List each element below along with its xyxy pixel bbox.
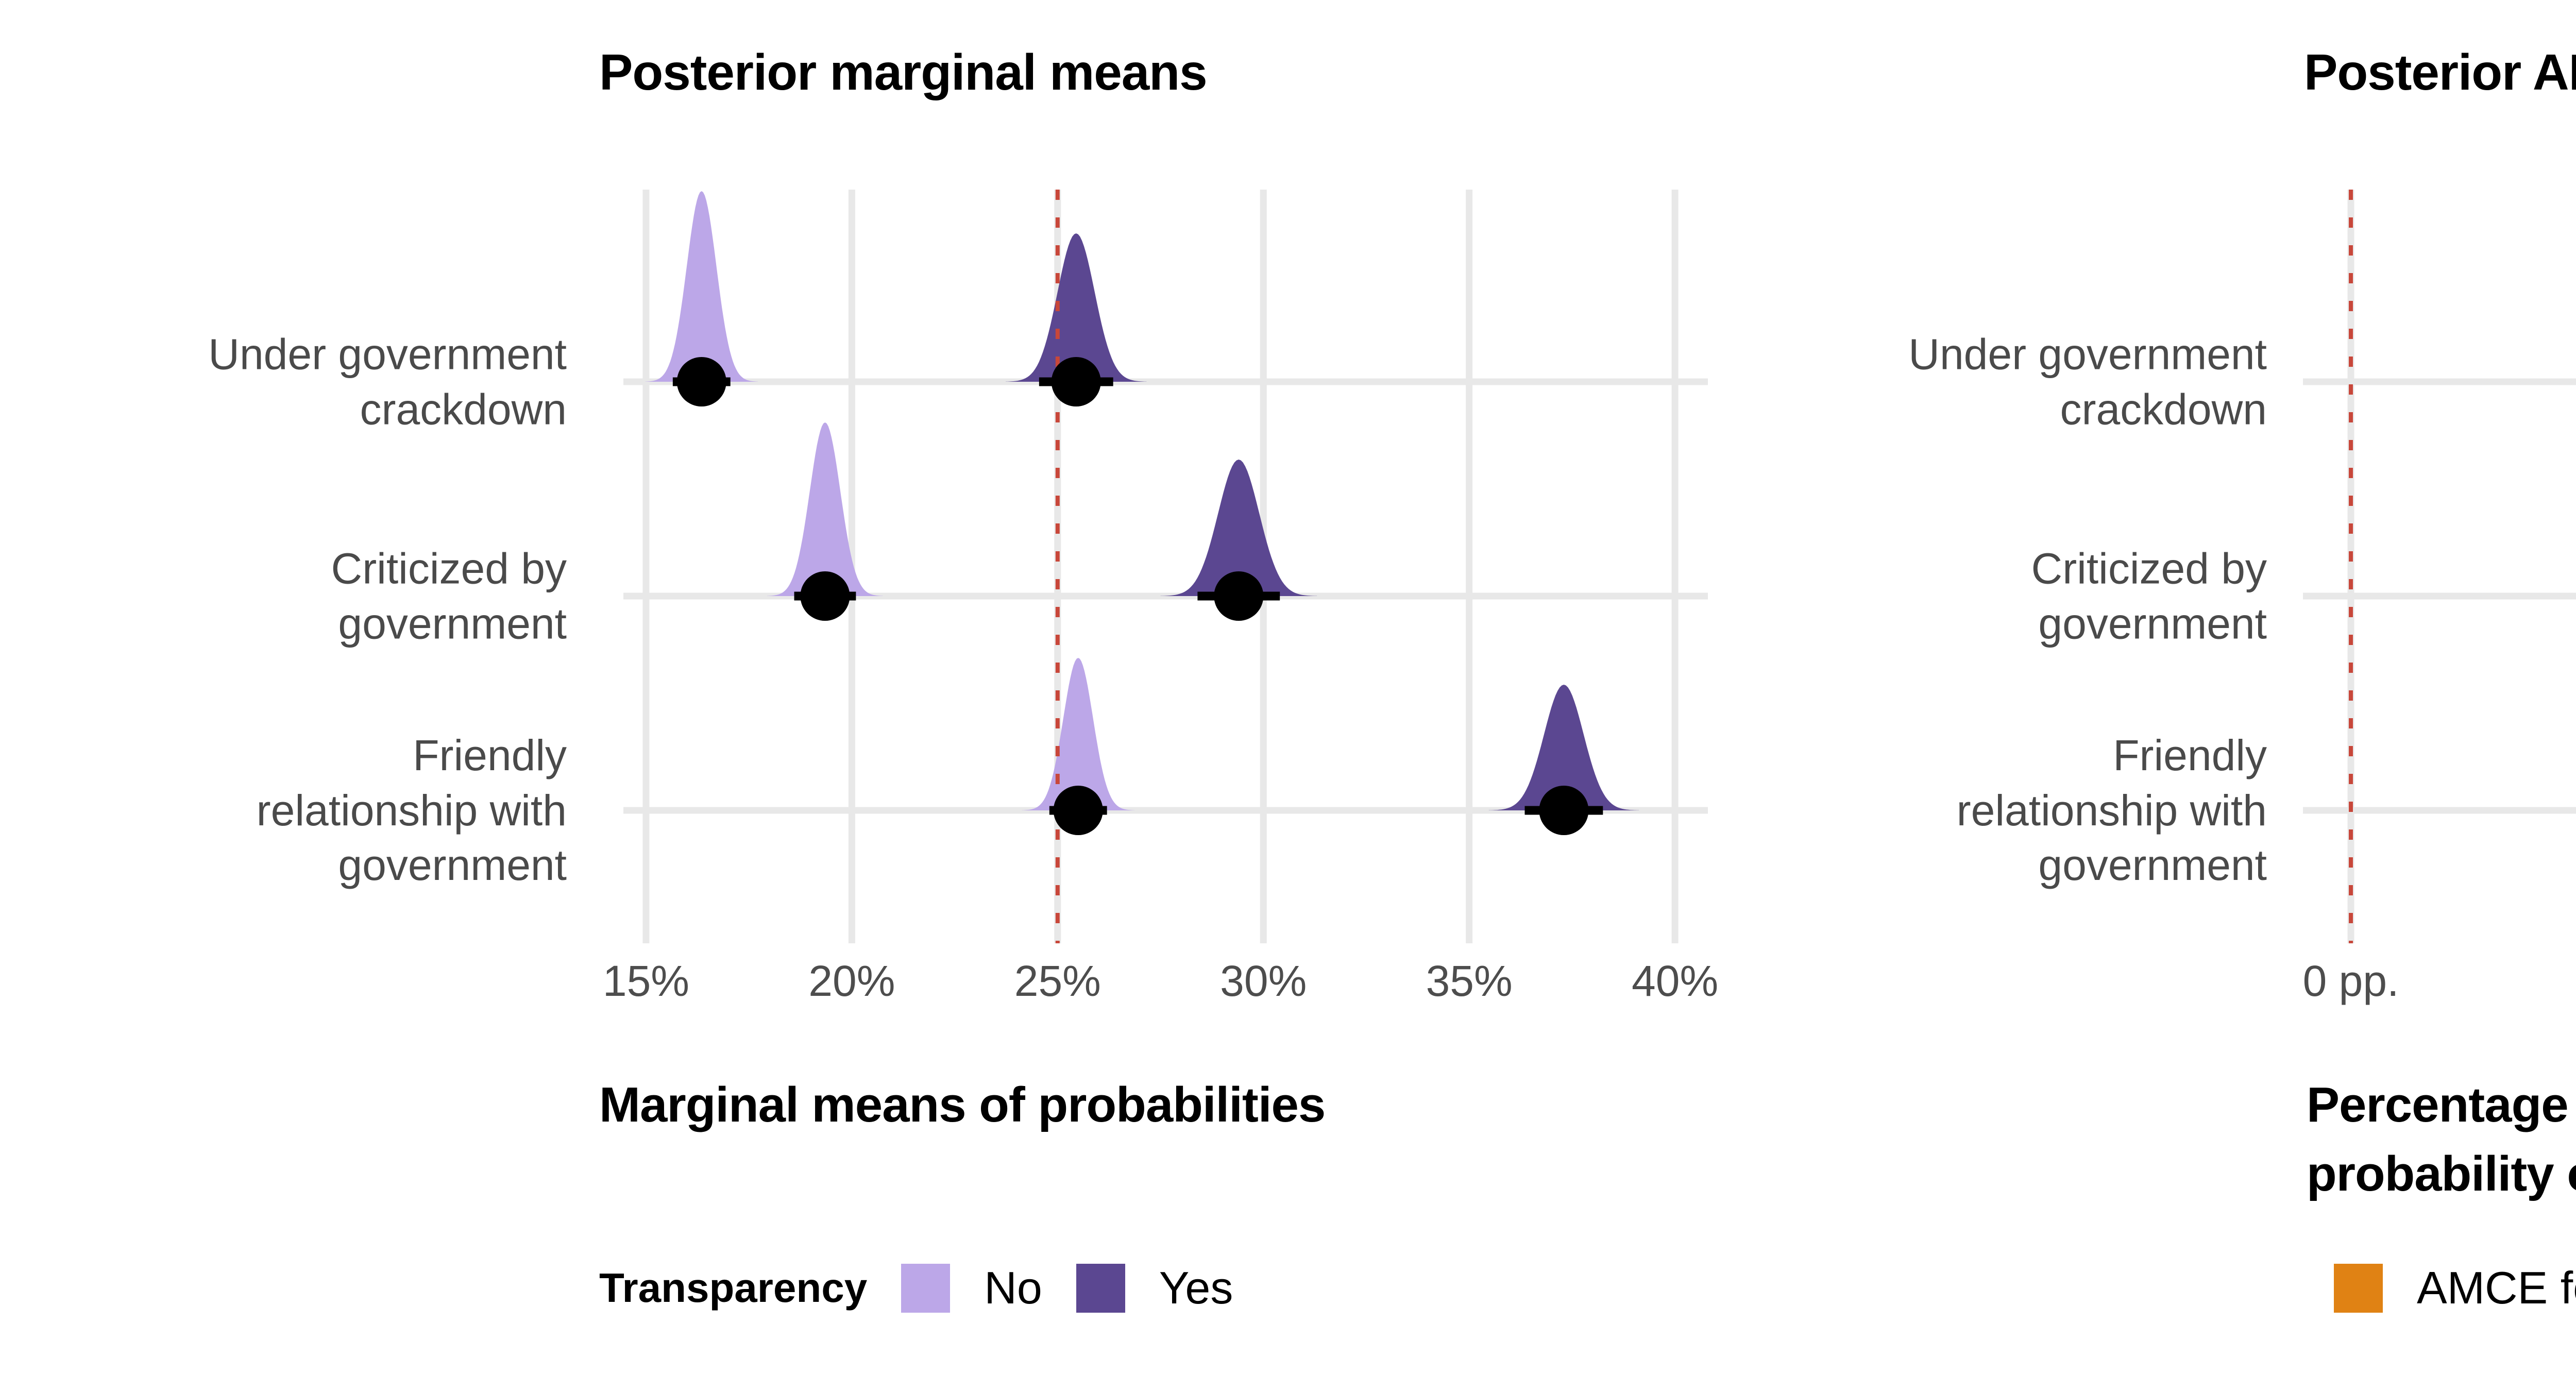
x-tick-label: 30% — [1220, 957, 1307, 1005]
posterior-density — [1022, 658, 1134, 810]
left-panel-title: Posterior marginal means — [599, 44, 1208, 100]
point-estimate — [676, 357, 726, 406]
right-x-axis-title: Percentage point change in probability o… — [2307, 1071, 2576, 1209]
x-tick-label: 25% — [1014, 957, 1101, 1005]
point-estimate — [1214, 571, 1264, 621]
y-axis-category-label: Under government crackdown — [208, 330, 567, 433]
legend-label-yes: Yes — [1159, 1262, 1233, 1313]
x-tick-label: 35% — [1426, 957, 1513, 1005]
x-tick-label: 40% — [1632, 957, 1719, 1005]
posterior-density — [645, 191, 758, 382]
right-x-axis-title-line-1: Percentage point change in — [2307, 1077, 2576, 1132]
legend-swatch-yes — [1076, 1263, 1125, 1313]
point-estimate — [800, 571, 850, 621]
y-axis-category-label: Criticized by government — [331, 544, 567, 648]
y-axis-category-label: Friendly relationship with government — [256, 731, 567, 890]
posterior-density — [1006, 233, 1147, 382]
right-plot-area — [2303, 190, 2576, 943]
point-estimate — [1539, 786, 1589, 835]
right-legend: AMCE for transparency — [2334, 1262, 2576, 1313]
posterior-density — [767, 422, 883, 596]
x-tick-label: 20% — [808, 957, 895, 1005]
left-x-axis-title: Marginal means of probabilities — [599, 1077, 1326, 1132]
left-plot-area — [623, 190, 1708, 943]
x-tick-label: 15% — [602, 957, 689, 1005]
legend-title-transparency: Transparency — [599, 1265, 868, 1311]
legend-label-amce: AMCE for transparency — [2417, 1262, 2576, 1313]
legend-swatch-no — [901, 1263, 951, 1313]
posterior-density — [1160, 460, 1317, 596]
right-x-axis-title-line-2: probability of choice selection — [2307, 1146, 2576, 1202]
y-axis-category-label: Criticized by government — [2031, 544, 2267, 648]
posterior-density — [1488, 685, 1639, 810]
right-panel-title: Posterior AMCEs — [2304, 44, 2576, 100]
y-axis-category-label: Friendly relationship with government — [1956, 731, 2267, 890]
point-estimate — [1053, 786, 1103, 835]
left-legend: Transparency No Yes — [599, 1262, 1233, 1313]
x-tick-label: 0 pp. — [2302, 957, 2399, 1005]
y-axis-category-label: Under government crackdown — [1908, 330, 2267, 433]
point-estimate — [1051, 357, 1101, 406]
legend-label-no: No — [984, 1262, 1042, 1313]
legend-swatch-amce — [2334, 1263, 2383, 1313]
